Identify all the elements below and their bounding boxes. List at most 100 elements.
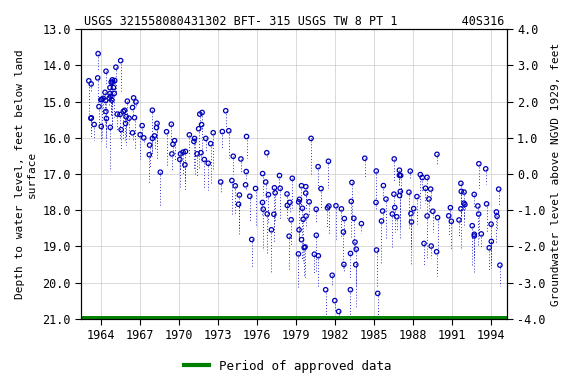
- Point: [113, 111, 122, 117]
- Point: [153, 120, 162, 126]
- Point: [247, 237, 256, 243]
- Point: [334, 308, 343, 314]
- Point: [396, 172, 406, 179]
- Point: [406, 210, 415, 217]
- Point: [349, 215, 358, 222]
- Point: [456, 206, 465, 212]
- Point: [312, 232, 321, 238]
- Point: [351, 262, 361, 268]
- Point: [372, 199, 381, 205]
- Point: [145, 142, 154, 148]
- Point: [97, 123, 106, 129]
- Point: [259, 206, 268, 212]
- Point: [230, 183, 240, 189]
- Point: [301, 244, 310, 250]
- Point: [469, 233, 479, 239]
- Point: [298, 205, 307, 211]
- Point: [180, 162, 190, 168]
- Point: [209, 130, 218, 136]
- Point: [107, 79, 116, 85]
- Point: [312, 206, 321, 212]
- Point: [192, 151, 202, 157]
- Point: [310, 251, 319, 257]
- Point: [107, 97, 116, 103]
- Point: [473, 203, 483, 209]
- Point: [224, 128, 233, 134]
- Point: [396, 188, 405, 194]
- Point: [468, 223, 477, 229]
- Point: [418, 174, 427, 180]
- Point: [251, 185, 260, 192]
- Point: [357, 220, 366, 227]
- Point: [152, 124, 161, 131]
- Point: [494, 186, 503, 192]
- Point: [145, 152, 154, 158]
- Point: [351, 246, 361, 252]
- Point: [229, 153, 238, 159]
- Point: [456, 180, 465, 186]
- Point: [321, 287, 330, 293]
- Point: [390, 204, 399, 210]
- Point: [422, 174, 431, 180]
- Point: [105, 124, 115, 131]
- Point: [419, 240, 429, 247]
- Point: [324, 158, 333, 164]
- Point: [301, 213, 310, 219]
- Point: [492, 213, 502, 219]
- Point: [115, 111, 124, 118]
- Point: [84, 78, 93, 84]
- Point: [395, 167, 404, 173]
- Point: [469, 231, 479, 237]
- Point: [389, 156, 399, 162]
- Title: USGS 321558080431302 BFT- 315 USGS TW 8 PT 1         40S316: USGS 321558080431302 BFT- 315 USGS TW 8 …: [84, 15, 504, 28]
- Point: [176, 151, 185, 157]
- Point: [287, 175, 297, 181]
- Point: [395, 192, 404, 199]
- Point: [305, 199, 314, 205]
- Point: [460, 189, 469, 195]
- Point: [162, 129, 171, 135]
- Point: [200, 156, 209, 162]
- Point: [379, 182, 388, 189]
- Point: [330, 298, 339, 304]
- Point: [482, 201, 491, 207]
- Point: [294, 251, 303, 257]
- Point: [270, 211, 279, 217]
- Point: [121, 121, 130, 127]
- Point: [89, 121, 98, 127]
- Point: [282, 191, 291, 197]
- Point: [487, 221, 496, 227]
- Point: [294, 227, 304, 233]
- Point: [404, 189, 414, 195]
- Point: [267, 227, 276, 233]
- Point: [128, 130, 137, 136]
- Point: [339, 262, 348, 268]
- Point: [373, 290, 382, 296]
- Point: [242, 134, 251, 140]
- Point: [301, 190, 310, 196]
- Point: [271, 190, 280, 196]
- Point: [150, 133, 159, 139]
- Point: [395, 172, 404, 178]
- Point: [425, 196, 434, 202]
- Point: [492, 209, 501, 215]
- Point: [101, 68, 111, 74]
- Point: [337, 206, 346, 212]
- Point: [474, 161, 483, 167]
- Point: [433, 215, 442, 221]
- Point: [426, 186, 435, 192]
- Point: [228, 177, 237, 184]
- Point: [135, 132, 145, 138]
- Point: [495, 262, 505, 268]
- Point: [87, 115, 96, 121]
- Point: [124, 115, 134, 121]
- Point: [138, 122, 147, 129]
- Point: [196, 150, 206, 156]
- Point: [406, 168, 415, 174]
- Point: [100, 89, 109, 95]
- Point: [433, 151, 442, 157]
- Point: [96, 97, 105, 103]
- Point: [221, 108, 230, 114]
- Point: [275, 172, 284, 179]
- Point: [175, 156, 184, 162]
